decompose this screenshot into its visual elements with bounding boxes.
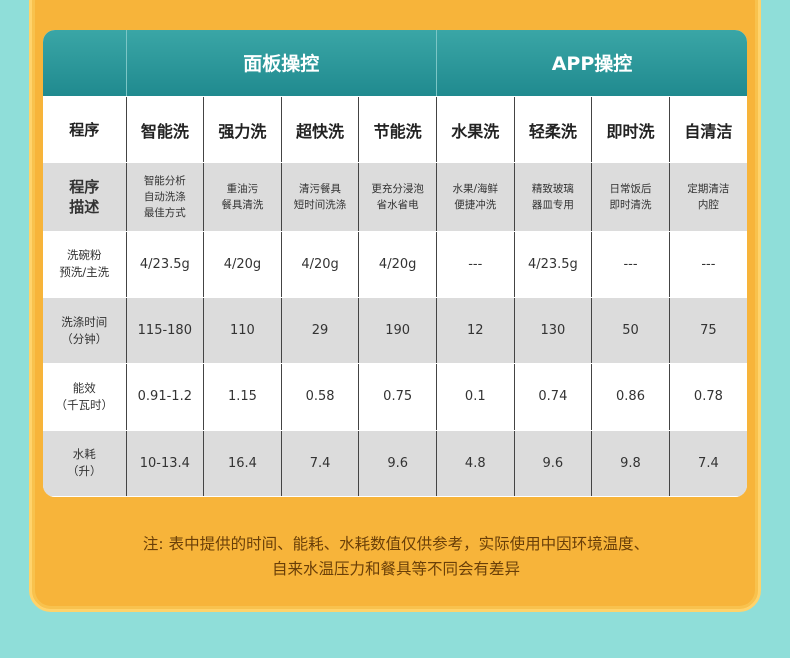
energy-cell: 0.75 (358, 363, 437, 431)
header-app-control: APP操控 (436, 30, 747, 97)
detergent-cell: --- (591, 231, 670, 298)
program-description: 更充分浸泡 省水省电 (358, 162, 437, 232)
program-description: 定期清洁 内腔 (669, 162, 747, 232)
wash-time-cell: 115-180 (126, 297, 205, 365)
program-name: 智能洗 (126, 96, 205, 164)
program-name-row: 程序 智能洗 强力洗 超快洗 节能洗 水果洗 轻柔洗 即时洗 自清洁 (43, 96, 747, 164)
energy-row: 能效 （千瓦时） 0.91-1.2 1.15 0.58 0.75 0.1 0.7… (43, 363, 747, 431)
program-name: 即时洗 (591, 96, 670, 164)
energy-cell: 0.1 (436, 363, 515, 431)
program-name: 水果洗 (436, 96, 515, 164)
program-name: 强力洗 (203, 96, 282, 164)
energy-cell: 0.91-1.2 (126, 363, 205, 431)
detergent-cell: 4/20g (203, 231, 282, 298)
wash-time-cell: 110 (203, 297, 282, 365)
program-table-card: 面板操控 APP操控 程序 智能洗 强力洗 超快洗 节能洗 水果洗 轻柔洗 即时… (43, 30, 747, 497)
row-label-energy: 能效 （千瓦时） (43, 363, 127, 431)
wash-time-cell: 190 (358, 297, 437, 365)
program-name: 节能洗 (358, 96, 437, 164)
row-label-detergent: 洗碗粉 预洗/主洗 (43, 231, 127, 298)
detergent-row: 洗碗粉 预洗/主洗 4/23.5g 4/20g 4/20g 4/20g --- … (43, 231, 747, 298)
wash-time-cell: 75 (669, 297, 747, 365)
wash-time-cell: 12 (436, 297, 515, 365)
program-description: 水果/海鲜 便捷冲洗 (436, 162, 515, 232)
energy-cell: 0.86 (591, 363, 670, 431)
disclaimer-note: 注: 表中提供的时间、能耗、水耗数值仅供参考，实际使用中因环境温度、 自来水温压… (60, 532, 732, 582)
water-cell: 9.6 (358, 430, 437, 497)
program-description: 清污餐具 短时间洗涤 (281, 162, 360, 232)
detergent-cell: --- (669, 231, 747, 298)
water-cell: 9.6 (514, 430, 593, 497)
water-row: 水耗 （升） 10-13.4 16.4 7.4 9.6 4.8 9.6 9.8 … (43, 430, 747, 497)
water-cell: 16.4 (203, 430, 282, 497)
water-cell: 10-13.4 (126, 430, 205, 497)
detergent-cell: 4/20g (281, 231, 360, 298)
note-line-2: 自来水温压力和餐具等不同会有差异 (271, 560, 520, 578)
detergent-cell: 4/20g (358, 231, 437, 298)
wash-time-cell: 29 (281, 297, 360, 365)
table-header-row: 面板操控 APP操控 (43, 30, 747, 97)
detergent-cell: 4/23.5g (126, 231, 205, 298)
energy-cell: 0.58 (281, 363, 360, 431)
wash-time-row: 洗涤时间 （分钟） 115-180 110 29 190 12 130 50 7… (43, 297, 747, 365)
detergent-cell: --- (436, 231, 515, 298)
header-corner (43, 30, 127, 97)
water-cell: 7.4 (281, 430, 360, 497)
energy-cell: 0.74 (514, 363, 593, 431)
program-name: 轻柔洗 (514, 96, 593, 164)
program-description: 日常饭后 即时清洗 (591, 162, 670, 232)
water-cell: 4.8 (436, 430, 515, 497)
water-cell: 9.8 (591, 430, 670, 497)
program-description: 重油污 餐具清洗 (203, 162, 282, 232)
program-description: 精致玻璃 器皿专用 (514, 162, 593, 232)
program-description-row: 程序 描述 智能分析 自动洗涤 最佳方式 重油污 餐具清洗 清污餐具 短时间洗涤… (43, 162, 747, 232)
program-description: 智能分析 自动洗涤 最佳方式 (126, 162, 205, 232)
wash-time-cell: 50 (591, 297, 670, 365)
detergent-cell: 4/23.5g (514, 231, 593, 298)
row-label-wash-time: 洗涤时间 （分钟） (43, 297, 127, 365)
header-panel-control: 面板操控 (126, 30, 437, 97)
note-line-1: 注: 表中提供的时间、能耗、水耗数值仅供参考，实际使用中因环境温度、 (142, 535, 650, 553)
row-label-water: 水耗 （升） (43, 430, 127, 497)
program-name: 超快洗 (281, 96, 360, 164)
row-label-program: 程序 (43, 96, 127, 164)
water-cell: 7.4 (669, 430, 747, 497)
row-label-description: 程序 描述 (43, 162, 127, 232)
program-name: 自清洁 (669, 96, 747, 164)
program-table: 面板操控 APP操控 程序 智能洗 强力洗 超快洗 节能洗 水果洗 轻柔洗 即时… (43, 30, 747, 497)
wash-time-cell: 130 (514, 297, 593, 365)
energy-cell: 1.15 (203, 363, 282, 431)
energy-cell: 0.78 (669, 363, 747, 431)
